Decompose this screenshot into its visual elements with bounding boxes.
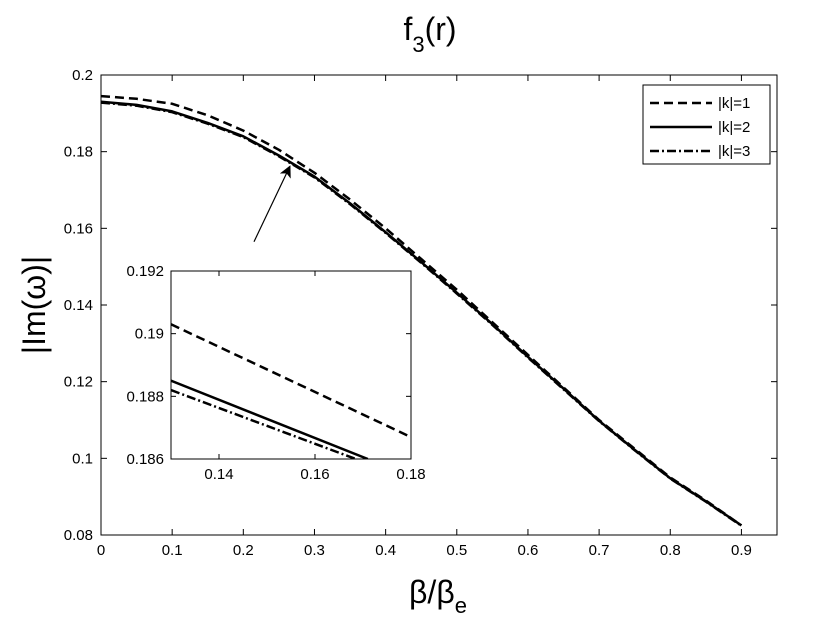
inset-x-tick-label: 0.14 <box>204 466 233 483</box>
legend-label-k3: |k|=3 <box>718 143 750 160</box>
legend-label-k1: |k|=1 <box>718 95 750 112</box>
inset-frame <box>170 270 412 460</box>
main-series-group <box>101 94 743 527</box>
chart-title-suffix: (r) <box>425 11 457 47</box>
inset-y-tick-label: 0.188 <box>126 388 164 405</box>
y-tick-label: 0.16 <box>64 220 93 237</box>
inset-x-tick-label: 0.16 <box>300 466 329 483</box>
y-tick-label: 0.1 <box>72 450 93 467</box>
y-tick-label: 0.14 <box>64 297 93 314</box>
x-tick-label: 0.2 <box>233 542 254 559</box>
chart-title-base: f <box>403 11 412 47</box>
x-axis-label-base: β/β <box>409 574 455 610</box>
legend-label-k2: |k|=2 <box>718 119 750 136</box>
x-tick-label: 0.7 <box>589 542 610 559</box>
x-tick-label: 0.8 <box>660 542 681 559</box>
inset-x-tick-label: 0.18 <box>396 466 425 483</box>
x-tick-label: 0 <box>97 542 105 559</box>
x-tick-label: 0.6 <box>518 542 539 559</box>
annotation-arrow <box>253 165 291 243</box>
inset-axis-ticks: 0.14 0.16 0.18 0.186 0.188 0.19 0.192 <box>126 263 425 483</box>
series-line-k3 <box>101 101 743 527</box>
main-axis-ticks: 0 0.1 0.2 0.3 0.4 0.5 0.6 0.7 0.8 0.9 0.08 0.1 0.12 0… <box>64 67 777 559</box>
x-tick-label: 0.9 <box>731 542 752 559</box>
chart-title-sub: 3 <box>412 32 424 57</box>
y-tick-label: 0.12 <box>64 374 93 391</box>
series-line-k1 <box>101 94 743 527</box>
inset-background <box>171 271 411 459</box>
x-axis-label-sub: e <box>455 593 467 618</box>
y-tick-label: 0.18 <box>64 144 93 161</box>
y-axis-label: |Im(ω)| <box>16 256 52 354</box>
inset-series-line-k3 <box>171 388 357 459</box>
inset-series-line-k2 <box>171 379 369 459</box>
x-tick-label: 0.5 <box>446 542 467 559</box>
chart-title: f3(r) <box>403 11 456 57</box>
y-tick-label: 0.08 <box>64 527 93 544</box>
inset-y-tick-label: 0.19 <box>135 326 164 343</box>
y-tick-label: 0.2 <box>72 67 93 84</box>
inset-y-tick-label: 0.186 <box>126 451 164 468</box>
x-tick-label: 0.3 <box>304 542 325 559</box>
inset-y-tick-label: 0.192 <box>126 263 164 280</box>
legend: |k|=1 |k|=2 |k|=3 <box>642 84 771 165</box>
x-axis-label: β/βe <box>409 574 467 618</box>
x-tick-label: 0.4 <box>375 542 396 559</box>
x-tick-label: 0.1 <box>162 542 183 559</box>
inset-series-group <box>171 323 411 459</box>
inset-series-line-k1 <box>171 323 411 439</box>
